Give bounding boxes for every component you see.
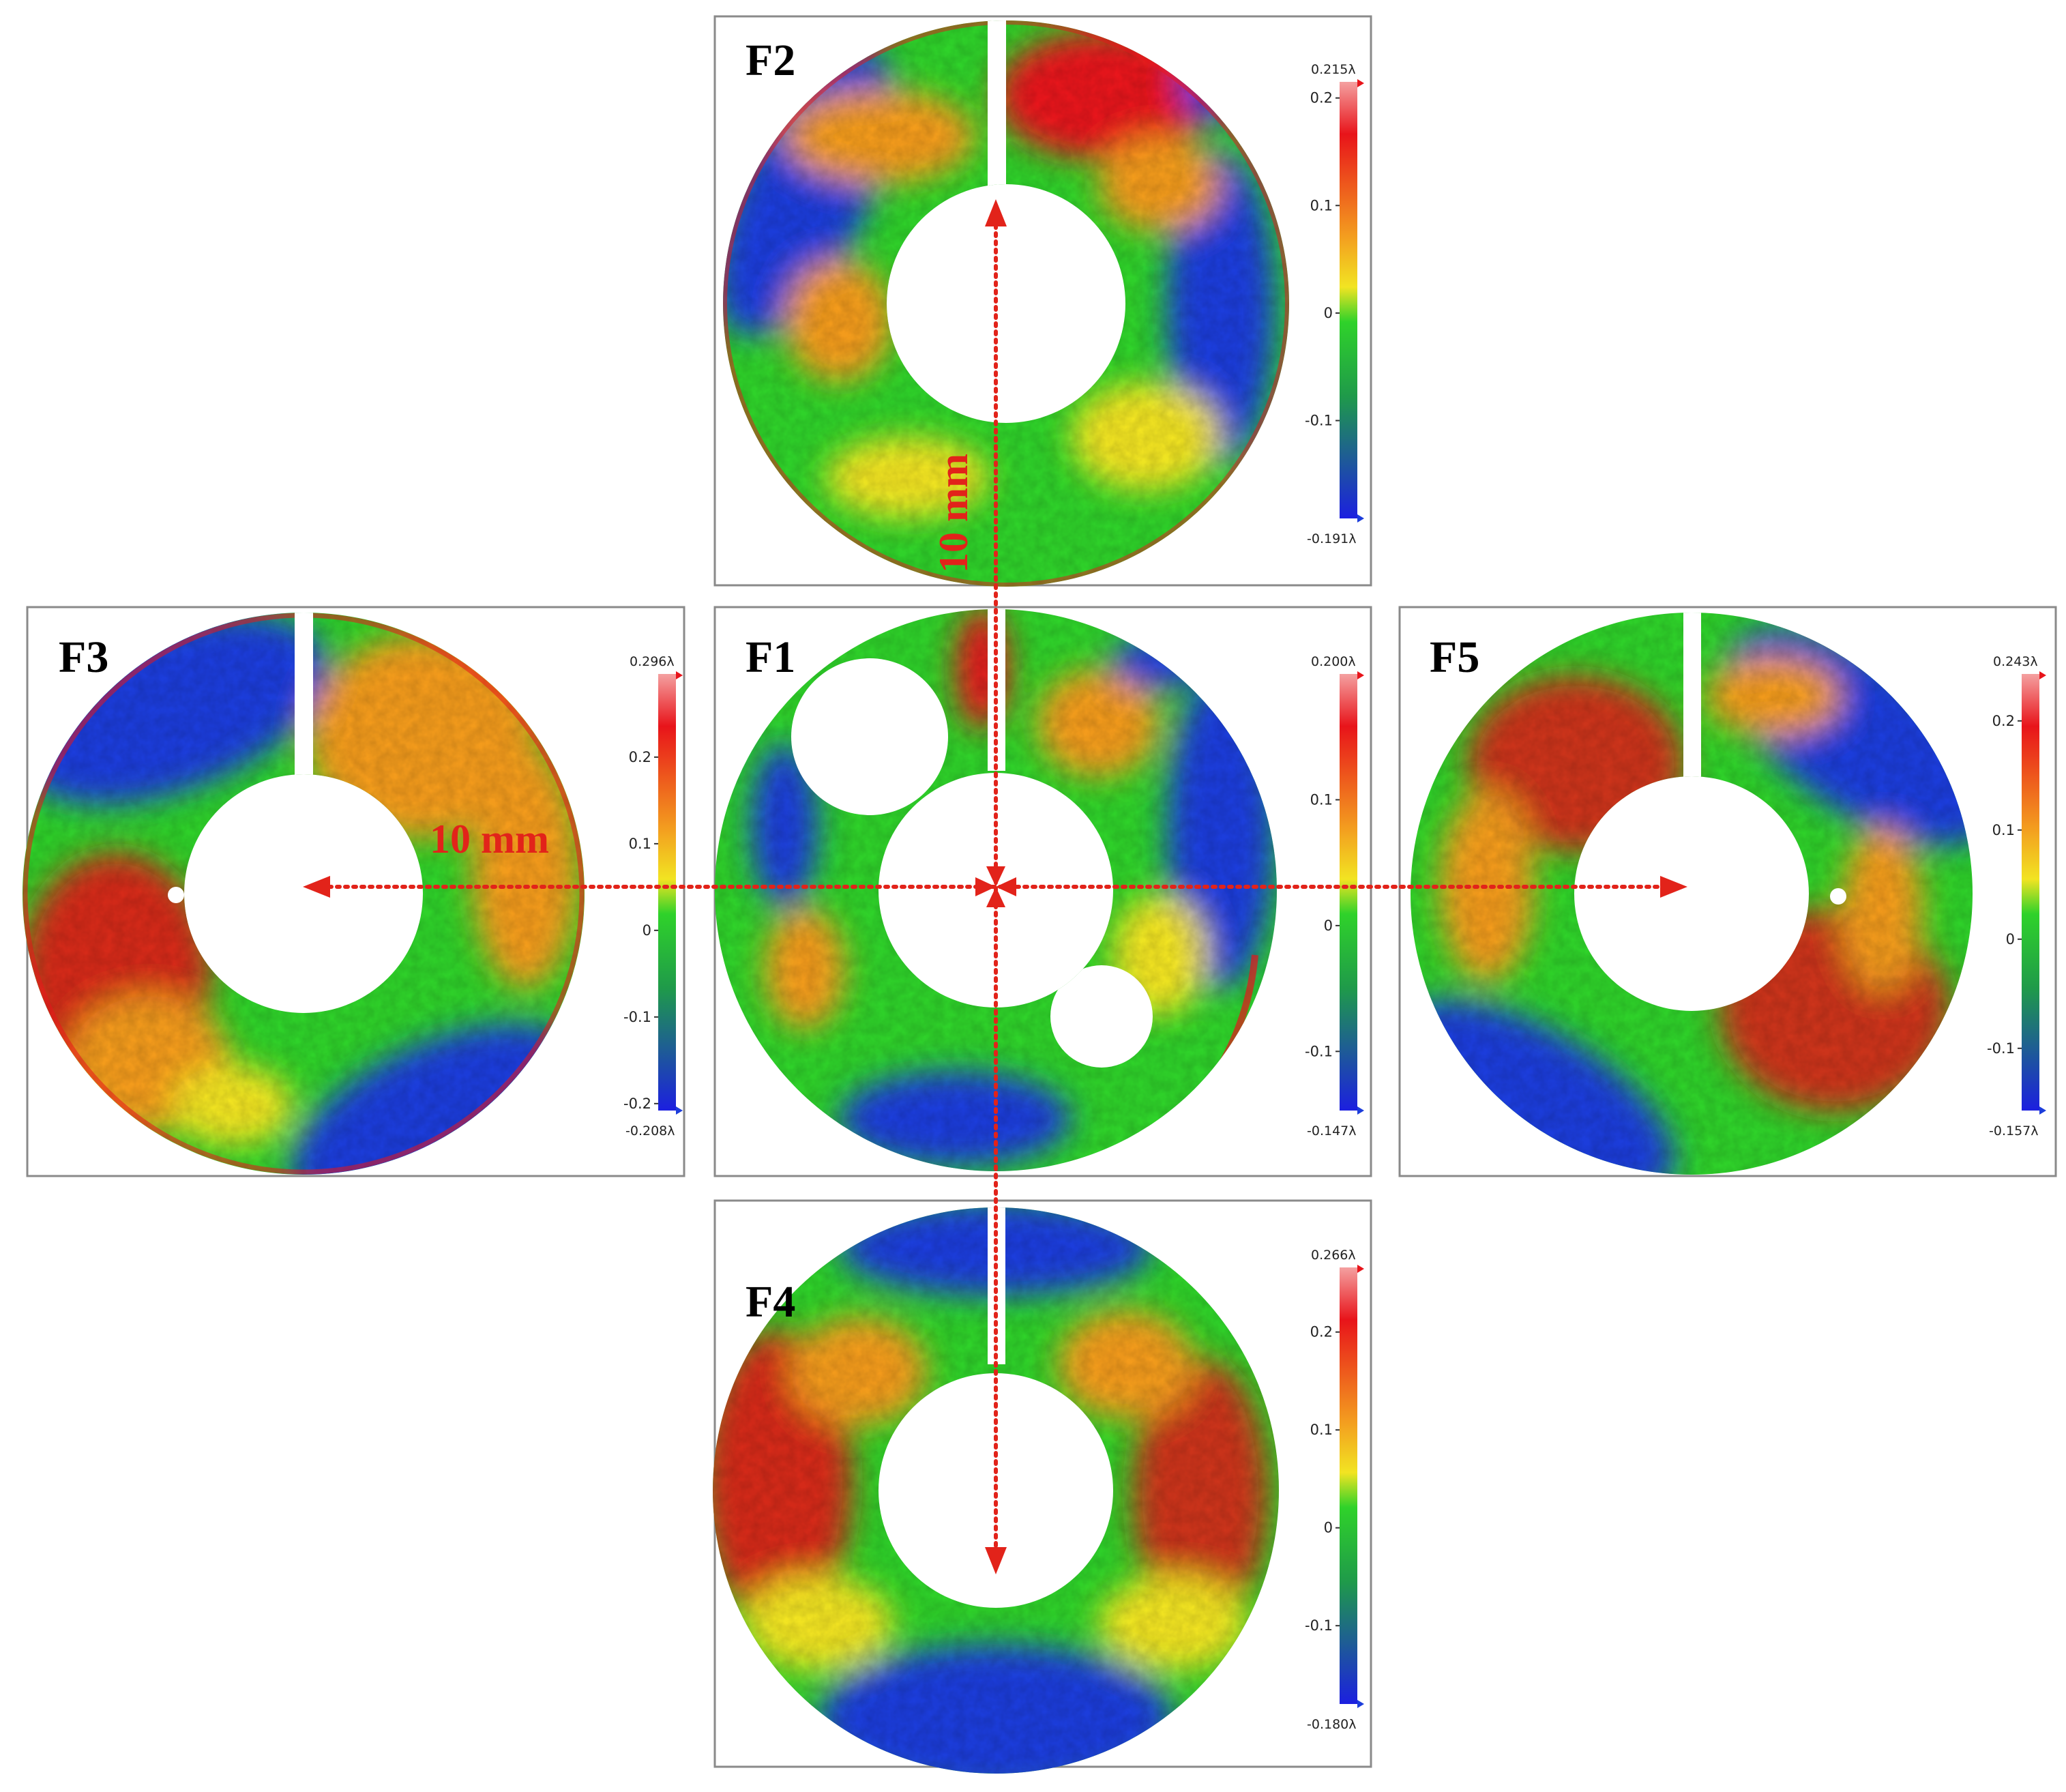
colorbar-tick-label: 0.2	[1992, 713, 2015, 729]
colorbar-gradient	[2022, 674, 2039, 1111]
colorbar-tick-label: 0	[2006, 931, 2015, 948]
colorbar-tick-label: -0.1	[1305, 413, 1333, 429]
colorbar-tick-label: 0.1	[1310, 197, 1333, 214]
colorbar-tick-label: 0	[1324, 917, 1333, 934]
dimension-arrows	[303, 199, 1687, 1574]
colorbar-max-label: 0.296λ	[630, 654, 675, 669]
horizontal-dimension-label: 10 mm	[430, 817, 549, 862]
colorbar-ticks: 0.2 0.1 0 -0.1 -0.2	[623, 749, 658, 1112]
panel-F4: F4 0.266λ -0.180λ 0.2 0.1 0 -0.1	[713, 1199, 1372, 1774]
colorbar-max-label: 0.266λ	[1311, 1248, 1356, 1263]
colorbar-min-label: -0.208λ	[625, 1123, 675, 1139]
colorbar-gradient	[658, 674, 676, 1111]
colorbar-min-label: -0.180λ	[1307, 1717, 1357, 1732]
colorbar-tick-label: 0.1	[1310, 1422, 1333, 1438]
panel-label: F1	[746, 632, 795, 682]
colorbar-tick-label: 0.1	[1992, 822, 2015, 838]
colorbar-gradient	[1340, 82, 1357, 518]
colorbar-tick-label: 0	[1324, 305, 1333, 321]
colorbar-tick-label: 0.1	[629, 836, 651, 852]
colorbar: 0.266λ -0.180λ 0.2 0.1 0 -0.1	[1305, 1248, 1364, 1732]
colorbar-tick-label: 0	[1324, 1520, 1333, 1536]
arrowhead-right	[1660, 876, 1687, 898]
colorbar-gradient	[1340, 674, 1357, 1111]
colorbar-ticks: 0.2 0.1 0 -0.1	[1305, 1324, 1340, 1634]
panel-F3: F3 0.296λ -0.208λ 0.2 0.1 0 -0.1 -0.2	[23, 606, 685, 1177]
colorbar: 0.243λ -0.157λ 0.2 0.1 0 -0.1	[1987, 654, 2046, 1139]
colorbar-tick-label: 0	[643, 922, 651, 939]
colorbar: 0.215λ -0.191λ 0.2 0.1 0 -0.1	[1305, 62, 1364, 546]
panel-label: F3	[59, 632, 108, 682]
colorbar-tick-label: 0.2	[1310, 90, 1333, 106]
arrowhead-down	[985, 1547, 1007, 1574]
vertical-dimension-label: 10 mm	[931, 454, 976, 573]
colorbar-max-label: 0.200λ	[1311, 654, 1356, 669]
colorbar-tick-label: -0.2	[623, 1096, 651, 1112]
colorbar-max-label: 0.215λ	[1311, 62, 1356, 77]
colorbar: 0.200λ -0.147λ 0.1 0 -0.1	[1305, 654, 1364, 1139]
colorbar-max-label: 0.243λ	[1993, 654, 2038, 669]
panel-label: F2	[746, 35, 795, 85]
panel-F1: F1 0.200λ -0.147λ 0.1 0 -0.1	[713, 606, 1372, 1177]
panel-label: F4	[746, 1277, 795, 1327]
colorbar-tick-label: -0.1	[623, 1009, 651, 1025]
colorbar-tick-label: 0.1	[1310, 791, 1333, 808]
colorbar-min-label: -0.157λ	[1989, 1123, 2039, 1139]
colorbar-tick-label: 0.2	[1310, 1324, 1333, 1340]
colorbar: 0.296λ -0.208λ 0.2 0.1 0 -0.1 -0.2	[623, 654, 683, 1139]
colorbar-ticks: 0.2 0.1 0 -0.1	[1305, 90, 1340, 429]
colorbar-gradient	[1340, 1267, 1357, 1704]
colorbar-tick-label: 0.2	[629, 749, 651, 765]
panel-label: F5	[1430, 632, 1479, 682]
colorbar-tick-label: -0.1	[1305, 1617, 1333, 1634]
colorbar-min-label: -0.191λ	[1307, 531, 1357, 546]
colorbar-ticks: 0.1 0 -0.1	[1305, 791, 1340, 1059]
colorbar-ticks: 0.2 0.1 0 -0.1	[1987, 713, 2022, 1057]
panel-F5: F5 0.243λ -0.157λ 0.2 0.1 0 -0.1	[1398, 606, 2057, 1177]
arrowhead-left	[303, 876, 330, 898]
colorbar-min-label: -0.147λ	[1307, 1123, 1357, 1139]
arrowhead-up	[985, 199, 1007, 226]
colorbar-tick-label: -0.1	[1305, 1043, 1333, 1059]
center-marker	[975, 866, 1016, 907]
colorbar-tick-label: -0.1	[1987, 1040, 2015, 1057]
panel-F2: F2 0.215λ -0.191λ 0.2 0.1 0 -0.1	[713, 15, 1372, 587]
